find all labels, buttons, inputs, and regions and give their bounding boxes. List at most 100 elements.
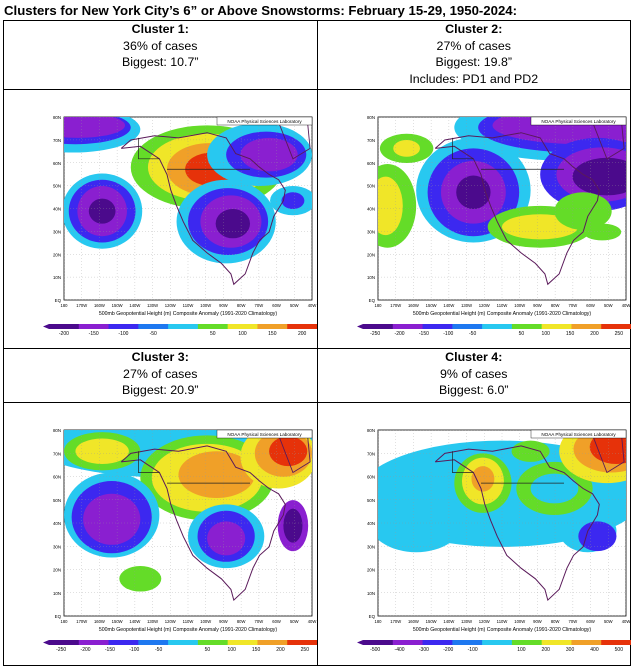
longitude-label: 140W	[443, 619, 454, 624]
colorbar-label: 250	[614, 331, 623, 337]
anomaly-contour	[83, 493, 141, 545]
colorbar-label: 100	[238, 331, 247, 337]
latitude-label: 50N	[53, 498, 61, 503]
longitude-label: 160W	[94, 303, 105, 308]
cluster-4-header: Cluster 4: 9% of cases Biggest: 6.0”	[316, 348, 631, 403]
latitude-label: 70N	[53, 138, 61, 143]
colorbar-segment	[197, 324, 229, 329]
latitude-label: 80N	[366, 428, 374, 433]
colorbar-segment	[511, 640, 542, 645]
longitude-label: 140W	[443, 303, 454, 308]
map-credit: NOAA Physical Sciences Laboratory	[541, 432, 616, 437]
colorbar-segment	[108, 324, 139, 329]
colorbar-segment	[481, 324, 512, 329]
longitude-label: 170W	[390, 619, 401, 624]
colorbar-segment	[138, 324, 169, 329]
anomaly-contour	[240, 137, 298, 172]
colorbar-segment	[227, 640, 258, 645]
longitude-label: 140W	[129, 303, 140, 308]
longitude-label: 100W	[200, 619, 211, 624]
cluster-2-cases: 27% of cases	[436, 38, 511, 53]
colorbar-segment	[287, 640, 317, 645]
colorbar-label: 400	[590, 647, 599, 653]
cluster-2-biggest: Biggest: 19.8”	[435, 55, 512, 69]
latitude-label: EQ	[55, 298, 62, 303]
colorbar-label: -100	[467, 647, 477, 653]
anomaly-contour	[64, 117, 126, 138]
latitude-label: EQ	[368, 614, 375, 619]
map-graphic: NOAA Physical Sciences Laboratory 80N 70N 6…	[356, 428, 631, 653]
cluster-3-cases: 27% of cases	[123, 366, 198, 381]
cluster-4-biggest: Biggest: 6.0”	[438, 383, 509, 397]
map-caption: 500mb Geopotential Height (m) Composite …	[99, 627, 277, 633]
map-caption: 500mb Geopotential Height (m) Composite …	[99, 311, 277, 317]
colorbar-segment	[78, 324, 110, 329]
cluster-1-header: Cluster 1: 36% of cases Biggest: 10.7”	[3, 20, 318, 90]
longitude-label: 170W	[76, 619, 87, 624]
anomaly-contour	[281, 192, 305, 210]
cluster-3-map-cell: NOAA Physical Sciences Laboratory 80N 70N 6…	[3, 402, 318, 666]
longitude-label: 150W	[425, 303, 436, 308]
latitude-label: 70N	[366, 451, 374, 456]
map-graphic: NOAA Physical Sciences Laboratory 80N 70N 6…	[43, 428, 317, 653]
cluster-table: Cluster 1: 36% of cases Biggest: 10.7” C…	[3, 20, 631, 666]
longitude-label: 180	[374, 619, 382, 624]
latitude-label: 20N	[53, 252, 61, 257]
longitude-label: 90W	[219, 619, 228, 624]
longitude-label: 130W	[461, 619, 472, 624]
longitude-label: 140W	[129, 619, 140, 624]
colorbar-segment	[78, 640, 110, 645]
colorbar-label: 100	[517, 647, 526, 653]
coastline	[120, 445, 286, 602]
cluster-1-title: Cluster 1:	[131, 22, 189, 36]
colorbar-segment	[481, 640, 512, 645]
latitude-label: 20N	[366, 568, 374, 573]
colorbar-label: -400	[394, 647, 404, 653]
colorbar-label: -150	[89, 331, 99, 337]
anomaly-contour	[269, 436, 308, 467]
longitude-label: 150W	[425, 619, 436, 624]
cluster-4-title: Cluster 4:	[445, 350, 503, 364]
latitude-label: EQ	[55, 614, 62, 619]
colorbar-label: -100	[129, 647, 139, 653]
colorbar-segment	[511, 324, 542, 329]
colorbar-segment	[138, 640, 169, 645]
anomaly-contour	[455, 175, 491, 210]
map-caption: 500mb Geopotential Height (m) Composite …	[412, 627, 590, 633]
colorbar-segment	[392, 324, 423, 329]
longitude-label: 150W	[112, 619, 123, 624]
longitude-label: 80W	[237, 303, 246, 308]
anomaly-contour	[88, 198, 116, 224]
longitude-label: 60W	[272, 303, 281, 308]
cluster-1-biggest: Biggest: 10.7”	[122, 55, 199, 69]
longitude-label: 40W	[621, 303, 630, 308]
colorbar-label: -250	[56, 647, 66, 653]
colorbar-segment	[422, 640, 453, 645]
cluster-4-map-cell: NOAA Physical Sciences Laboratory 80N 70N 6…	[316, 402, 631, 666]
colorbar-label: 50	[205, 647, 211, 653]
longitude-label: 70W	[255, 619, 264, 624]
colorbar-segment	[197, 640, 229, 645]
cluster-3-title: Cluster 3:	[131, 350, 189, 364]
colorbar-segment	[362, 640, 393, 645]
colorbar-segment	[600, 324, 631, 329]
latitude-label: 80N	[366, 115, 374, 120]
longitude-label: 120W	[165, 619, 176, 624]
colorbar-label: 100	[541, 331, 550, 337]
cluster-2-header: Cluster 2: 27% of cases Biggest: 19.8” I…	[316, 20, 631, 90]
longitude-label: 80W	[237, 619, 246, 624]
longitude-label: 90W	[533, 303, 542, 308]
map-credit: NOAA Physical Sciences Laboratory	[541, 119, 616, 124]
longitude-label: 110W	[183, 619, 194, 624]
longitude-label: 160W	[407, 619, 418, 624]
map-caption: 500mb Geopotential Height (m) Composite …	[412, 311, 590, 317]
longitude-label: 150W	[112, 303, 123, 308]
anomaly-contour	[392, 140, 420, 157]
longitude-label: 80W	[550, 619, 559, 624]
colorbar-label: 150	[268, 331, 277, 337]
colorbar-label: 50	[210, 331, 216, 337]
anomaly-contour	[119, 566, 162, 592]
longitude-label: 180	[374, 303, 382, 308]
latitude-label: 10N	[366, 275, 374, 280]
colorbar-segment	[257, 324, 288, 329]
